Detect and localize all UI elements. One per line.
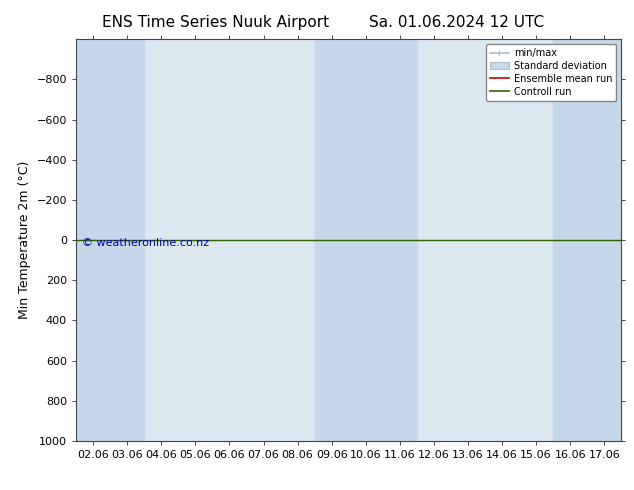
Bar [553, 39, 634, 441]
Y-axis label: Min Temperature 2m (°C): Min Temperature 2m (°C) [18, 161, 31, 319]
Bar [314, 39, 417, 441]
Text: Sa. 01.06.2024 12 UTC: Sa. 01.06.2024 12 UTC [369, 15, 544, 30]
Text: © weatheronline.co.nz: © weatheronline.co.nz [82, 238, 209, 248]
Bar [76, 39, 144, 441]
Legend: min/max, Standard deviation, Ensemble mean run, Controll run: min/max, Standard deviation, Ensemble me… [486, 44, 616, 100]
Text: ENS Time Series Nuuk Airport: ENS Time Series Nuuk Airport [102, 15, 329, 30]
